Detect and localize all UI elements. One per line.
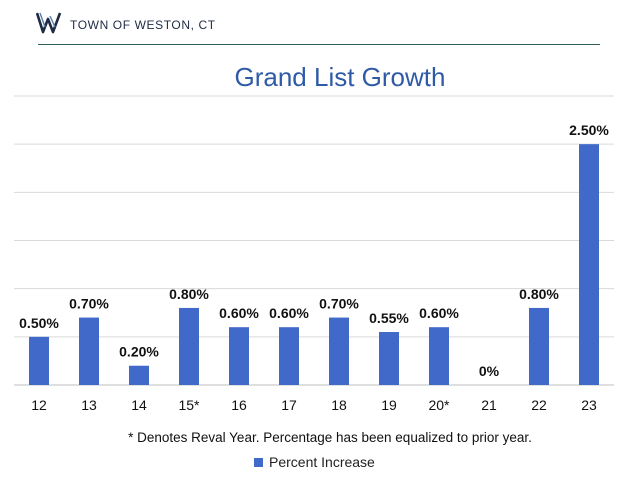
chart-legend: Percent Increase [254,454,375,470]
data-label: 0.60% [419,305,459,321]
data-label: 0.60% [219,305,259,321]
bar [279,327,299,385]
x-tick-label: 19 [381,397,397,413]
x-tick-label: 16 [231,397,247,413]
bar [579,144,599,385]
data-label: 2.50% [569,122,609,138]
bar [329,317,349,385]
data-label: 0.80% [169,286,209,302]
header: TOWN OF WESTON, CT [36,10,216,36]
bar [429,327,449,385]
data-label: 0.70% [319,296,359,312]
bar [79,317,99,385]
data-label: 0.55% [369,310,409,326]
legend-swatch [254,457,263,467]
x-tick-label: 21 [481,397,497,413]
x-tick-label: 18 [331,397,347,413]
bar [529,307,549,385]
data-label: 0.70% [69,296,109,312]
data-label: 0.50% [19,315,59,331]
x-tick-label: 15* [178,397,200,413]
data-label: 0% [479,363,500,379]
x-tick-label: 14 [131,397,147,413]
x-tick-label: 22 [531,397,547,413]
x-tick-label: 23 [581,397,597,413]
data-label: 0.60% [269,305,309,321]
chart-footnote: * Denotes Reval Year. Percentage has bee… [128,430,532,445]
weston-w-logo-icon [36,12,62,34]
bar [229,327,249,385]
bar [129,365,149,385]
x-tick-label: 17 [281,397,297,413]
data-label: 0.20% [119,344,159,360]
org-name: TOWN OF WESTON, CT [70,18,216,32]
bar [179,307,199,385]
x-tick-label: 13 [81,397,97,413]
data-label: 0.80% [519,286,559,302]
x-tick-label: 20* [428,397,450,413]
bar-chart: 0.50% 12 0.70% 13 0.20% 14 0.80% 15* 0.60% 16 0.60… [14,95,614,413]
header-divider [38,44,600,45]
x-tick-label: 12 [31,397,47,413]
legend-label: Percent Increase [269,454,375,470]
bar [379,332,399,385]
bar [29,336,49,385]
chart-title: Grand List Growth [234,62,446,92]
